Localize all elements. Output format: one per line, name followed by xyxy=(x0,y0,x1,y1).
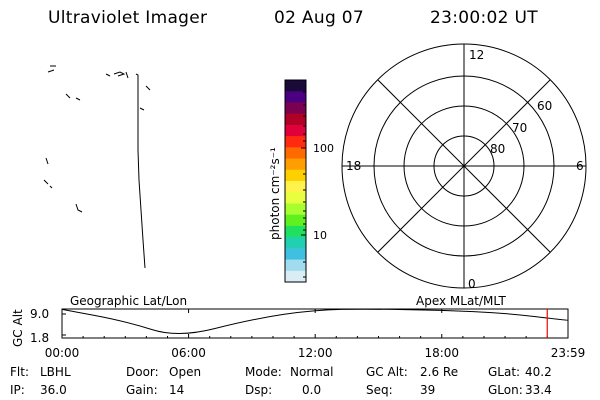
mlt-label-6: 6 xyxy=(576,159,584,173)
header-time: 23:00:02 UT xyxy=(430,8,538,28)
status-value: 39 xyxy=(420,383,435,397)
polar-plot xyxy=(341,43,587,289)
mlt-label-12: 12 xyxy=(469,48,484,62)
status-label: Seq: xyxy=(366,383,393,397)
timeline-x-label: 23:59 xyxy=(551,346,586,360)
status-value: 0.0 xyxy=(302,383,321,397)
lat-label-60: 60 xyxy=(537,99,552,113)
app-title: Ultraviolet Imager xyxy=(48,8,208,28)
colorbar-unit-label: photon cm⁻²s⁻¹ xyxy=(268,147,282,240)
status-footer: Flt: LBHL Door: Open Mode: Normal GC Alt: 2.6 R… xyxy=(10,365,552,397)
coastline xyxy=(47,65,56,73)
status-value: Open xyxy=(169,365,201,379)
colorbar-band xyxy=(285,203,306,216)
status-value: 33.4 xyxy=(525,383,552,397)
lat-label-70: 70 xyxy=(512,121,527,135)
status-value: 36.0 xyxy=(40,383,67,397)
colorbar-band xyxy=(285,214,306,227)
mlt-label-18: 18 xyxy=(346,159,361,173)
status-label: Door: xyxy=(126,365,159,379)
colorbar-band xyxy=(285,102,306,115)
status-label: GLat: xyxy=(488,365,520,379)
coastline xyxy=(43,157,53,189)
geographic-map xyxy=(43,65,151,269)
colorbar-band xyxy=(285,169,306,182)
status-label: IP: xyxy=(10,383,25,397)
timeline-x-label: 12:00 xyxy=(298,346,333,360)
status-value: 2.6 Re xyxy=(420,365,458,379)
status-label: GLon: xyxy=(488,383,523,397)
colorbar-band xyxy=(285,192,306,204)
colorbar-band xyxy=(285,181,306,193)
header-date: 02 Aug 07 xyxy=(274,8,364,28)
colorbar-band xyxy=(285,113,306,126)
colorbar-band xyxy=(285,124,306,137)
timeline-y-label: GC Alt xyxy=(11,309,25,347)
colorbar-band xyxy=(285,237,306,249)
timeline-x-label: 00:00 xyxy=(45,346,80,360)
status-label: Dsp: xyxy=(245,383,272,397)
timeline-x-labels: 00:00 06:00 12:00 18:00 23:59 xyxy=(45,346,586,360)
status-value: Normal xyxy=(290,365,333,379)
timeline-right-title: Apex MLat/MLT xyxy=(416,294,506,308)
timeline-left-title: Geographic Lat/Lon xyxy=(70,294,187,308)
timeline-x-label: 06:00 xyxy=(171,346,206,360)
timeline-y-tick-top: 9.0 xyxy=(30,307,49,321)
coastline xyxy=(105,71,126,77)
lat-label-80: 80 xyxy=(490,142,505,156)
polar-diagonal xyxy=(377,79,551,253)
status-value: 40.2 xyxy=(525,365,552,379)
status-label: Flt: xyxy=(10,365,29,379)
colorbar-tick-100: 100 xyxy=(313,142,334,155)
earth-limb xyxy=(135,73,146,269)
colorbar-band xyxy=(285,158,306,171)
colorbar-band xyxy=(285,147,306,160)
status-value: 14 xyxy=(169,383,184,397)
timeline-y-tick-bottom: 1.8 xyxy=(30,331,49,345)
colorbar-tick-10: 10 xyxy=(313,229,327,242)
status-label: Gain: xyxy=(126,383,158,397)
colorbar-ticks xyxy=(301,91,306,278)
colorbar-band xyxy=(285,225,306,238)
colorbar-band xyxy=(285,91,306,103)
coastline xyxy=(139,85,151,111)
timeline-x-label: 18:00 xyxy=(424,346,459,360)
colorbar-band xyxy=(285,136,306,148)
colorbar-band xyxy=(285,270,306,283)
colorbar-frame xyxy=(284,79,307,283)
altitude-curve xyxy=(61,308,569,334)
timeline-frame xyxy=(61,308,569,339)
mlt-label-0: 0 xyxy=(468,277,476,291)
coastline xyxy=(65,93,81,101)
status-label: Mode: xyxy=(245,365,282,379)
coastline xyxy=(125,71,129,79)
colorbar-band xyxy=(285,259,306,272)
colorbar-band xyxy=(285,80,306,92)
colorbar xyxy=(285,80,306,283)
status-value: LBHL xyxy=(40,365,71,379)
colorbar-band xyxy=(285,248,306,261)
coastline xyxy=(75,203,83,213)
status-label: GC Alt: xyxy=(366,365,408,379)
timeline-ticks xyxy=(61,309,569,338)
